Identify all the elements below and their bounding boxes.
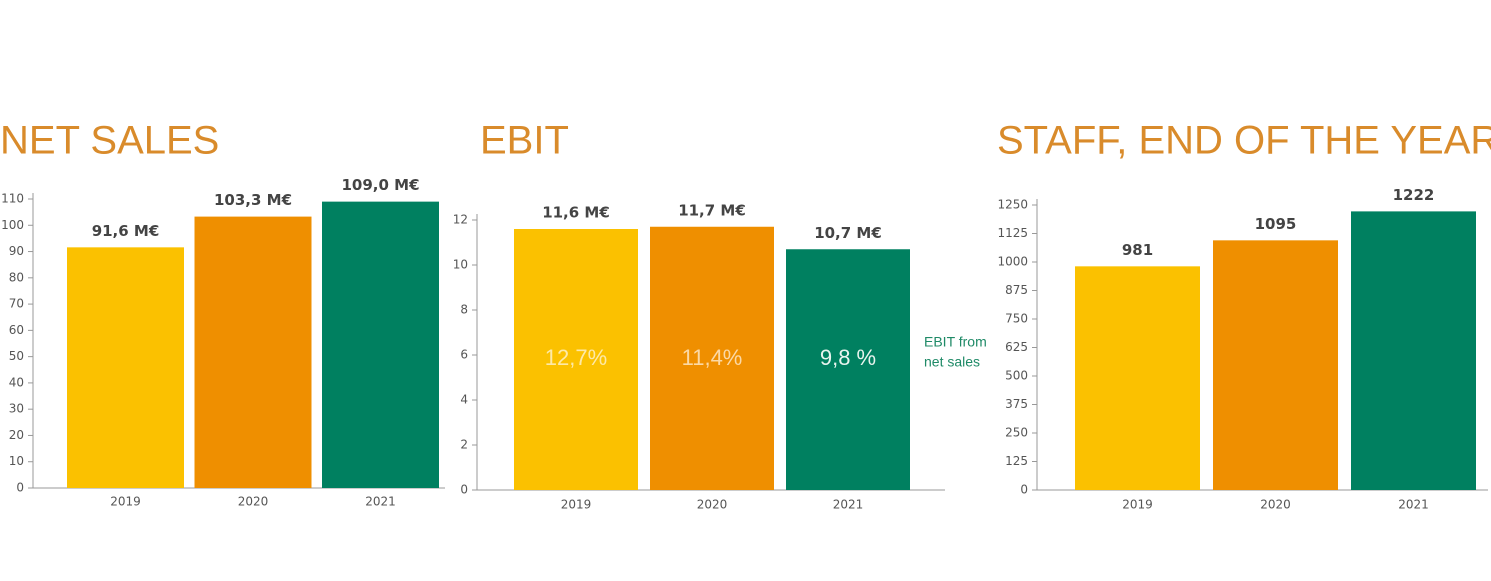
y-tick-label: 1250 (997, 198, 1028, 212)
value-label: 11,7 M€ (678, 201, 746, 219)
y-tick-label: 625 (1005, 340, 1028, 354)
y-tick-label: 0 (16, 481, 24, 495)
y-tick-label: 750 (1005, 312, 1028, 326)
x-tick-label: 2019 (561, 498, 592, 512)
inner-label: 11,4% (682, 345, 743, 370)
y-tick-label: 8 (460, 303, 468, 317)
y-tick-label: 125 (1005, 454, 1028, 468)
y-tick-label: 500 (1005, 369, 1028, 383)
x-tick-label: 2020 (697, 498, 728, 512)
annotation: EBIT from (924, 334, 987, 350)
x-tick-label: 2019 (110, 495, 141, 509)
y-tick-label: 6 (460, 348, 468, 362)
bar (514, 229, 638, 490)
bar (1075, 266, 1200, 490)
bar (67, 247, 184, 488)
value-label: 1095 (1255, 215, 1297, 233)
bar (650, 226, 774, 490)
value-label: 103,3 M€ (214, 191, 292, 209)
value-label: 91,6 M€ (92, 222, 160, 240)
value-label: 109,0 M€ (341, 176, 419, 194)
y-tick-label: 1125 (997, 226, 1028, 240)
value-label: 11,6 M€ (542, 204, 610, 222)
chart-title: EBIT (480, 119, 569, 163)
y-tick-label: 0 (460, 483, 468, 497)
bar (786, 249, 910, 490)
y-tick-label: 90 (9, 244, 24, 258)
y-tick-label: 100 (1, 218, 24, 232)
bar (194, 216, 312, 488)
x-tick-label: 2019 (1122, 498, 1153, 512)
y-tick-label: 50 (9, 349, 24, 363)
y-tick-label: 250 (1005, 426, 1028, 440)
y-tick-label: 20 (9, 428, 24, 442)
x-tick-label: 2020 (238, 495, 269, 509)
value-label: 981 (1122, 241, 1153, 259)
y-tick-label: 60 (9, 323, 24, 337)
inner-label: 12,7% (545, 345, 607, 370)
y-tick-label: 10 (9, 454, 24, 468)
x-tick-label: 2020 (1260, 498, 1291, 512)
y-tick-label: 375 (1005, 397, 1028, 411)
x-tick-label: 2021 (1398, 498, 1429, 512)
value-label: 1222 (1393, 186, 1435, 204)
annotation: net sales (924, 354, 980, 370)
x-tick-label: 2021 (833, 498, 864, 512)
y-tick-label: 10 (453, 258, 468, 272)
y-tick-label: 0 (1020, 483, 1028, 497)
y-tick-label: 2 (460, 438, 468, 452)
y-tick-label: 1000 (997, 255, 1028, 269)
bar (1351, 211, 1476, 490)
y-tick-label: 80 (9, 270, 24, 284)
value-label: 10,7 M€ (814, 224, 882, 242)
y-tick-label: 40 (9, 375, 24, 389)
y-tick-label: 110 (1, 192, 24, 206)
chart-title: STAFF, END OF THE YEAR (997, 119, 1491, 163)
y-tick-label: 875 (1005, 283, 1028, 297)
y-tick-label: 70 (9, 297, 24, 311)
bar (1213, 240, 1338, 490)
chart-title: NET SALES (0, 119, 219, 163)
y-tick-label: 30 (9, 402, 24, 416)
y-tick-label: 4 (460, 393, 468, 407)
bar (322, 201, 439, 489)
y-tick-label: 12 (453, 213, 468, 227)
x-tick-label: 2021 (365, 495, 396, 509)
inner-label: 9,8 % (820, 345, 876, 370)
